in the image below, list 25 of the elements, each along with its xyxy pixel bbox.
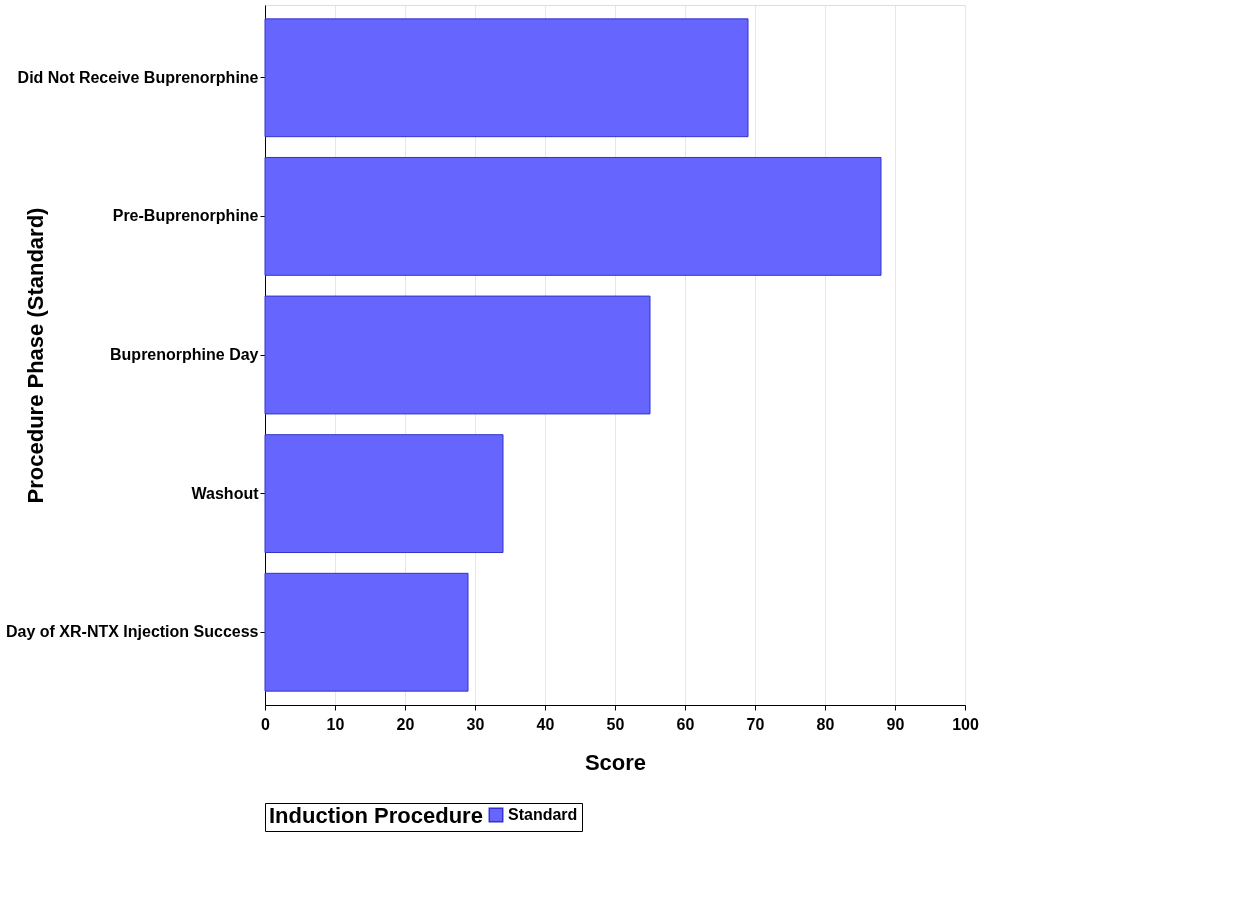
x-tick-label: 60: [676, 715, 695, 733]
x-tick-label: 10: [326, 715, 345, 733]
x-tick-label: 90: [886, 715, 905, 733]
x-tick-label: 80: [816, 715, 835, 733]
x-tick-label: 30: [466, 715, 485, 733]
y-tick-label: Day of XR-NTX Injection Success: [5, 623, 259, 641]
bar: [264, 295, 651, 415]
x-tick-label: 20: [396, 715, 415, 733]
x-axis-title: Score: [584, 749, 647, 775]
bar: [264, 434, 504, 554]
bar: [264, 572, 469, 692]
x-tick-label: 100: [952, 715, 979, 733]
y-tick-label: Washout: [191, 484, 260, 502]
x-tick-label: 50: [606, 715, 625, 733]
bar: [264, 18, 749, 138]
x-tick-label: 70: [746, 715, 765, 733]
y-tick-label: Did Not Receive Buprenorphine: [17, 68, 259, 86]
x-tick-label: 0: [261, 715, 271, 733]
x-tick-label: 40: [536, 715, 555, 733]
y-axis-title: Procedure Phase (Standard): [22, 207, 48, 504]
legend-label: Standard: [508, 806, 578, 823]
y-tick-label: Pre-Buprenorphine: [112, 207, 259, 225]
bar: [264, 156, 882, 276]
legend-title: Induction Procedure: [269, 803, 483, 828]
y-tick-label: Buprenorphine Day: [110, 346, 259, 363]
